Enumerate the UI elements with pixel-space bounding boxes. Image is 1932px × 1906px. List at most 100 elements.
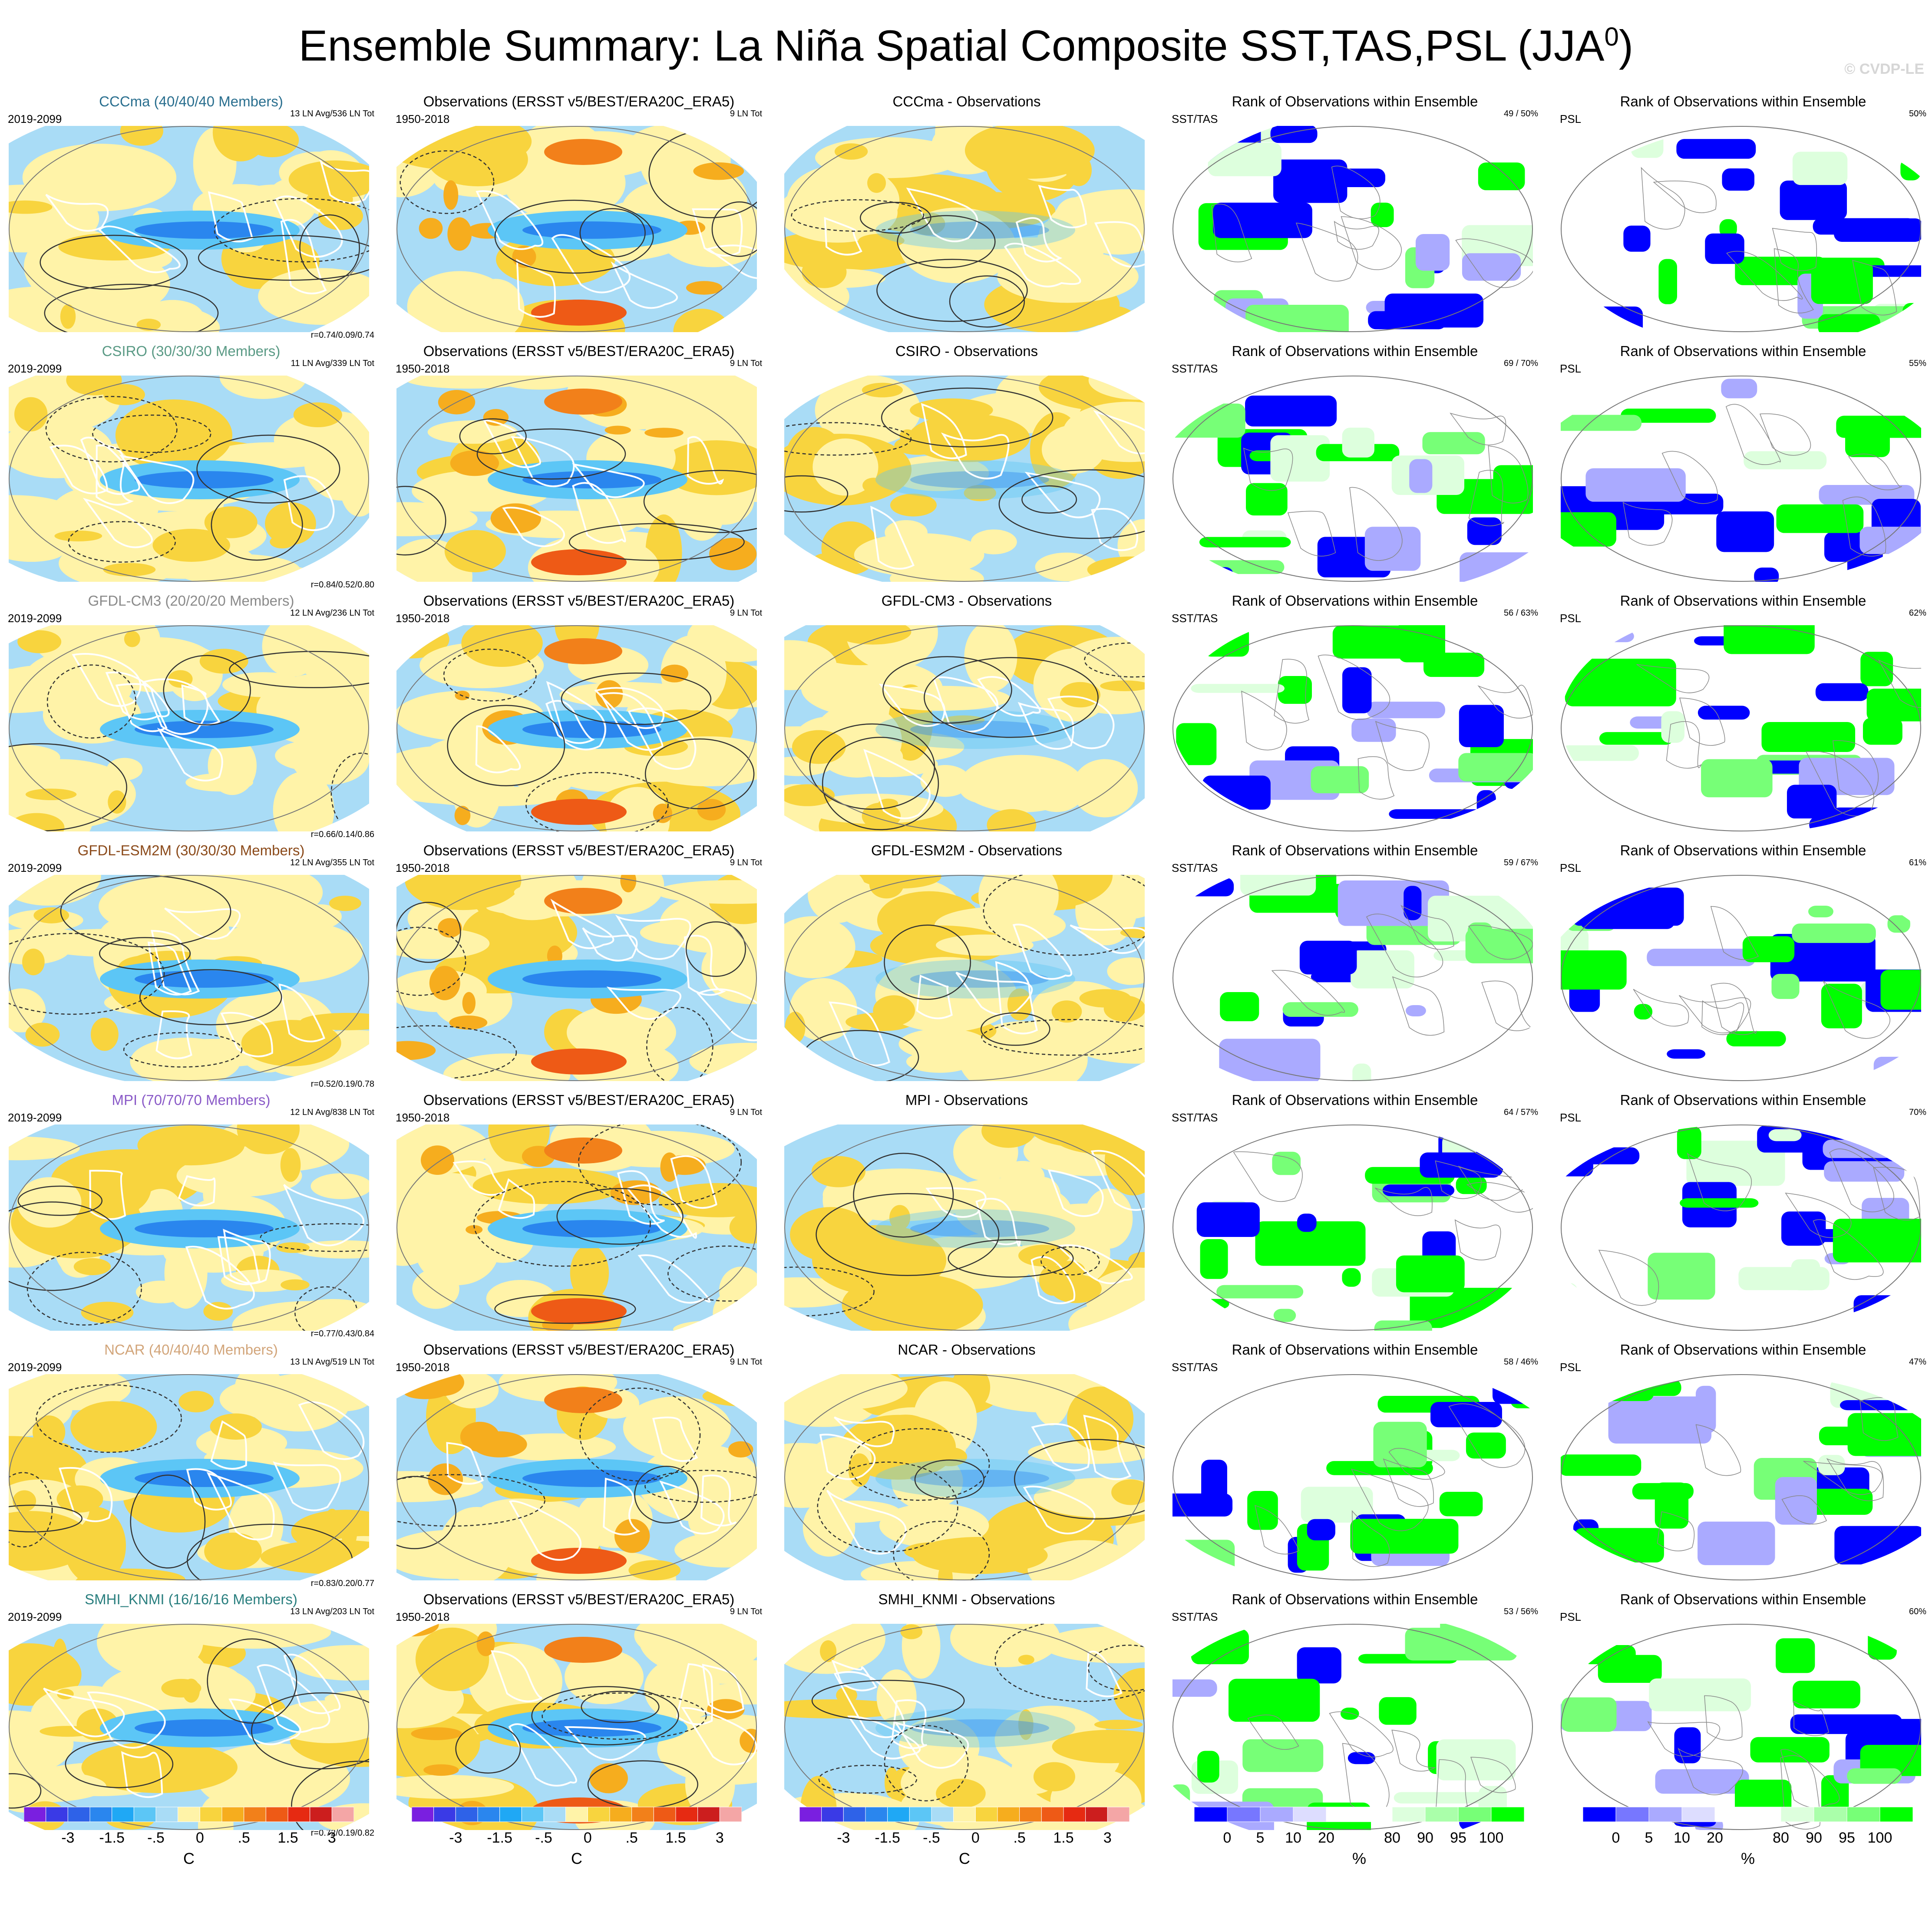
colorbar-swatch bbox=[521, 1807, 544, 1822]
obs-panel: Observations (ERSST v5/BEST/ERA20C_ERA5)… bbox=[388, 593, 770, 842]
panel-period: SST/TAS bbox=[1172, 1111, 1218, 1124]
colorbar-swatch bbox=[1813, 1807, 1847, 1822]
psl-rank-panel: Rank of Observations within Ensemble PSL 5… bbox=[1552, 343, 1932, 593]
panel-title: GFDL-ESM2M - Observations bbox=[871, 842, 1063, 858]
panel-stat: 13 LN Avg/536 LN Tot bbox=[290, 109, 374, 119]
panel-stat: 9 LN Tot bbox=[730, 1357, 762, 1367]
colorbar-tick-label: -3 bbox=[449, 1830, 462, 1846]
panel-period: 2019-2099 bbox=[8, 1361, 62, 1374]
figure-title: Ensemble Summary: La Niña Spatial Compos… bbox=[0, 9, 1932, 74]
colorbar-swatch bbox=[178, 1807, 200, 1822]
colorbar-swatch bbox=[1425, 1807, 1459, 1822]
panel-title: CCCma (40/40/40 Members) bbox=[99, 93, 283, 109]
anomaly-map bbox=[396, 1374, 757, 1580]
panel-title: Observations (ERSST v5/BEST/ERA20C_ERA5) bbox=[423, 93, 735, 109]
colorbar-tick-label: -3 bbox=[61, 1830, 75, 1846]
temperature-colorbar: -3 -1.5 -.5 0 .5 1.5 3 C bbox=[24, 1806, 354, 1884]
psl-rank-panel: Rank of Observations within Ensemble PSL 6… bbox=[1552, 593, 1932, 842]
colorbar-swatch bbox=[1615, 1807, 1649, 1822]
colorbar-tick-label: .5 bbox=[238, 1830, 250, 1846]
colorbar-tick-label: -.5 bbox=[535, 1830, 552, 1846]
colorbar-tick-label: 3 bbox=[1103, 1830, 1112, 1846]
pattern-correlation: r=0.84/0.52/0.80 bbox=[310, 580, 374, 590]
temperature-colorbar: -3 -1.5 -.5 0 .5 1.5 3 C bbox=[412, 1806, 742, 1884]
colorbar-swatch bbox=[310, 1807, 332, 1822]
model-panel: GFDL-CM3 (20/20/20 Members) 2019-2099 12 L… bbox=[0, 593, 382, 842]
pattern-correlation: r=0.72/0.19/0.82 bbox=[310, 1828, 374, 1838]
anomaly-map bbox=[396, 875, 757, 1081]
obs-panel: Observations (ERSST v5/BEST/ERA20C_ERA5)… bbox=[388, 343, 770, 593]
panel-stat: 13 LN Avg/519 LN Tot bbox=[290, 1357, 374, 1367]
rank-map bbox=[1172, 875, 1533, 1081]
colorbar-swatch bbox=[155, 1807, 178, 1822]
colorbar-swatch bbox=[1260, 1807, 1294, 1822]
anomaly-map bbox=[9, 1124, 369, 1331]
panel-period: 1950-2018 bbox=[396, 612, 450, 625]
sst-rank-panel: Rank of Observations within Ensemble SST/… bbox=[1164, 593, 1546, 842]
pattern-correlation: r=0.74/0.09/0.74 bbox=[310, 330, 374, 340]
sst-rank-panel: Rank of Observations within Ensemble SST/… bbox=[1164, 1342, 1546, 1591]
anomaly-map bbox=[784, 625, 1145, 831]
colorbar-tick-label: -3 bbox=[837, 1830, 850, 1846]
colorbar-swatch bbox=[1227, 1807, 1261, 1822]
panel-stat: 60% bbox=[1909, 1607, 1926, 1616]
panel-title: Observations (ERSST v5/BEST/ERA20C_ERA5) bbox=[423, 343, 735, 359]
sst-rank-panel: Rank of Observations within Ensemble SST/… bbox=[1164, 1591, 1546, 1841]
panel-period: 1950-2018 bbox=[396, 1610, 450, 1623]
panel-stat: 59 / 67% bbox=[1504, 858, 1538, 867]
colorbar-swatch bbox=[1107, 1807, 1129, 1822]
panel-title: NCAR (40/40/40 Members) bbox=[104, 1342, 278, 1358]
panel-stat: 50% bbox=[1909, 109, 1926, 119]
panel-title: GFDL-ESM2M (30/30/30 Members) bbox=[77, 842, 305, 858]
anomaly-map bbox=[784, 376, 1145, 582]
colorbar-swatch bbox=[1293, 1807, 1327, 1822]
sst-rank-panel: Rank of Observations within Ensemble SST/… bbox=[1164, 1092, 1546, 1342]
anomaly-map bbox=[9, 376, 369, 582]
colorbar-tick-label: 10 bbox=[1285, 1830, 1301, 1846]
colorbar-swatch bbox=[1326, 1807, 1360, 1822]
panel-title: Rank of Observations within Ensemble bbox=[1232, 842, 1478, 858]
panel-title: Rank of Observations within Ensemble bbox=[1232, 93, 1478, 109]
colorbar-swatch bbox=[244, 1807, 266, 1822]
colorbar-swatch bbox=[931, 1807, 954, 1822]
rank-map bbox=[1561, 625, 1921, 831]
colorbar-tick-label: 3 bbox=[715, 1830, 724, 1846]
colorbar-swatch bbox=[653, 1807, 676, 1822]
anomaly-map bbox=[9, 1374, 369, 1580]
psl-rank-panel: Rank of Observations within Ensemble PSL 6… bbox=[1552, 842, 1932, 1092]
colorbar-swatch bbox=[631, 1807, 654, 1822]
colorbar-unit: % bbox=[1740, 1850, 1755, 1867]
panel-stat: 9 LN Tot bbox=[730, 608, 762, 618]
colorbar-swatch bbox=[887, 1807, 910, 1822]
colorbar-swatch bbox=[46, 1807, 68, 1822]
anomaly-map bbox=[396, 1624, 757, 1830]
colorbar-swatch bbox=[953, 1807, 976, 1822]
colorbar-swatch bbox=[1648, 1807, 1682, 1822]
rank-map bbox=[1172, 1124, 1533, 1331]
panel-title: Observations (ERSST v5/BEST/ERA20C_ERA5) bbox=[423, 1092, 735, 1108]
panel-title: GFDL-CM3 (20/20/20 Members) bbox=[88, 593, 294, 609]
pattern-correlation: r=0.52/0.19/0.78 bbox=[310, 1079, 374, 1089]
model-panel: SMHI_KNMI (16/16/16 Members) 2019-2099 13 … bbox=[0, 1591, 382, 1841]
colorbar-tick-label: .5 bbox=[625, 1830, 638, 1846]
colorbar-swatch bbox=[24, 1807, 46, 1822]
anomaly-map bbox=[396, 376, 757, 582]
colorbar-tick-label: 95 bbox=[1839, 1830, 1855, 1846]
panel-title: Rank of Observations within Ensemble bbox=[1232, 593, 1478, 609]
panel-period: PSL bbox=[1560, 362, 1582, 375]
anomaly-map bbox=[396, 1124, 757, 1331]
panel-stat: 12 LN Avg/355 LN Tot bbox=[290, 858, 374, 867]
colorbar-swatch bbox=[997, 1807, 1020, 1822]
panel-stat: 11 LN Avg/339 LN Tot bbox=[291, 359, 374, 368]
rank-map bbox=[1172, 625, 1533, 831]
rank-map bbox=[1561, 126, 1921, 332]
rank-map bbox=[1172, 126, 1533, 332]
rank-map bbox=[1172, 376, 1533, 582]
panel-period: 1950-2018 bbox=[396, 362, 450, 375]
colorbar-swatch bbox=[975, 1807, 998, 1822]
panel-period: 2019-2099 bbox=[8, 612, 62, 625]
pattern-correlation: r=0.66/0.14/0.86 bbox=[310, 830, 374, 839]
panel-period: 2019-2099 bbox=[8, 1610, 62, 1623]
colorbar-swatch bbox=[331, 1807, 354, 1822]
panel-title: MPI - Observations bbox=[905, 1092, 1028, 1108]
